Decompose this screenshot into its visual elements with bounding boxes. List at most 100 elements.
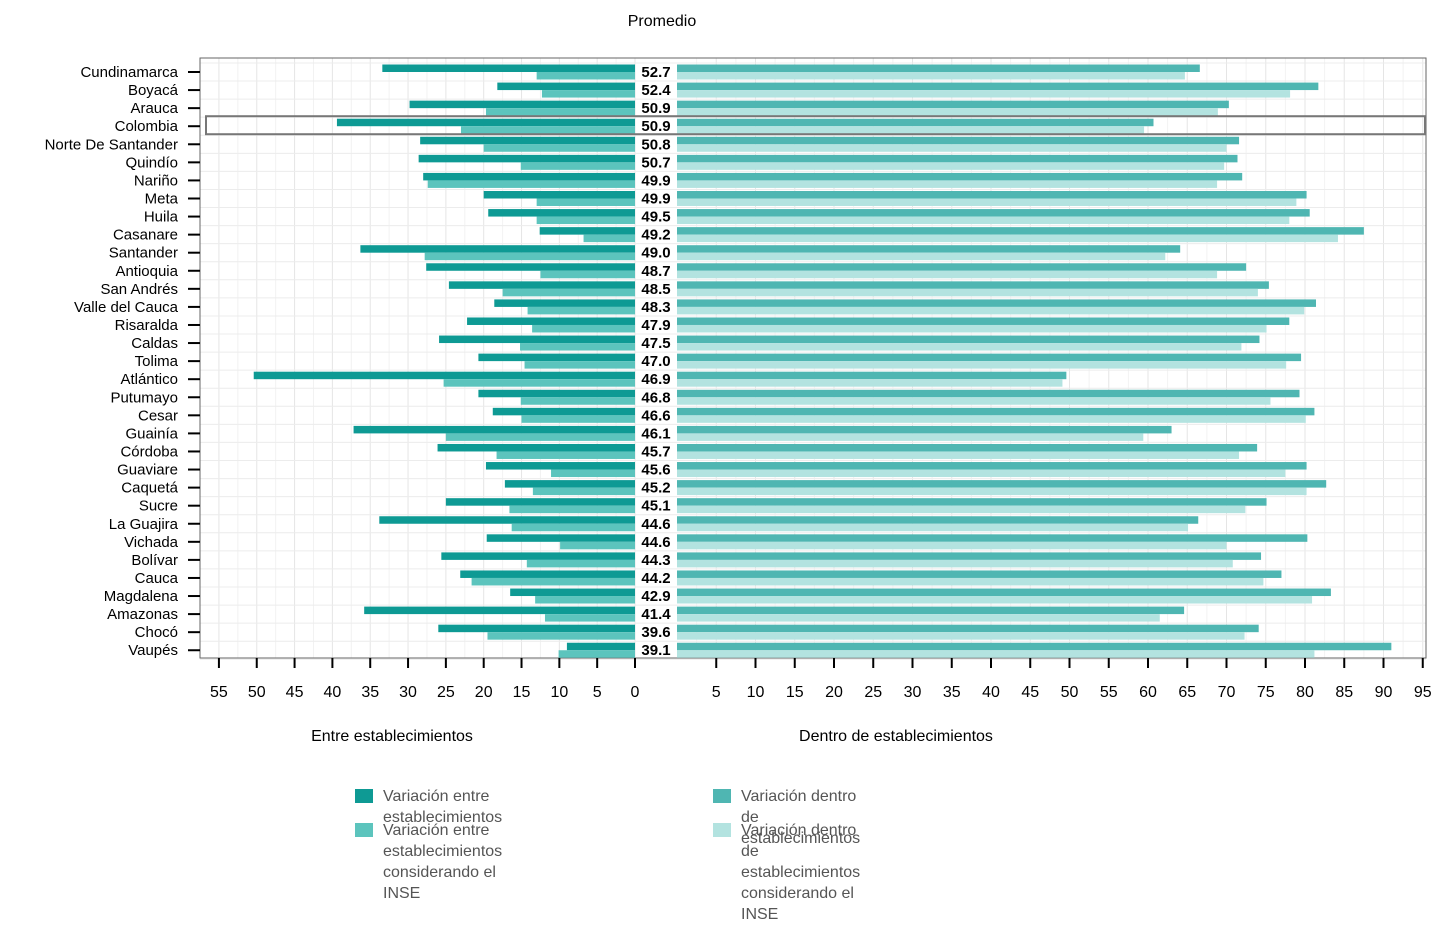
category-label-13: Valle del Cauca xyxy=(74,299,179,316)
bar-dentro-inse-10 xyxy=(677,252,1166,261)
x-tick-label-left-0: 55 xyxy=(210,684,228,701)
bar-dentro-32 xyxy=(677,642,1392,651)
legend-swatch-dentro-inse xyxy=(713,823,731,837)
bar-dentro-inse-8 xyxy=(677,216,1290,225)
average-label-29: 42.9 xyxy=(641,588,670,605)
bar-dentro-inse-1 xyxy=(677,90,1291,98)
average-label-28: 44.2 xyxy=(641,570,670,587)
bar-entre-6 xyxy=(423,172,635,181)
category-label-23: Caquetá xyxy=(121,480,178,497)
bar-dentro-inse-24 xyxy=(677,505,1246,514)
bar-dentro-inse-30 xyxy=(677,614,1160,622)
average-label-2: 50.9 xyxy=(641,100,670,117)
bar-dentro-20 xyxy=(677,425,1172,434)
x-tick-label-right-12: 65 xyxy=(1178,684,1196,701)
bar-dentro-25 xyxy=(677,516,1199,524)
average-label-20: 46.1 xyxy=(641,425,670,442)
bar-dentro-inse-2 xyxy=(677,108,1218,116)
bar-entre-23 xyxy=(504,480,635,488)
legend-label-dentro: Variación dentro de establecimientos xyxy=(741,788,861,847)
average-label-1: 52.4 xyxy=(641,82,671,99)
bar-entre-24 xyxy=(445,498,635,506)
x-tick-label-right-16: 85 xyxy=(1335,684,1353,701)
bar-dentro-22 xyxy=(677,462,1307,470)
bar-entre-inse-29 xyxy=(535,596,635,604)
bar-entre-21 xyxy=(437,443,635,452)
bar-dentro-23 xyxy=(677,480,1327,488)
bar-entre-13 xyxy=(494,299,635,307)
x-tick-label-right-1: 10 xyxy=(747,684,765,701)
average-label-26: 44.6 xyxy=(641,534,670,551)
category-label-25: La Guajira xyxy=(109,516,179,533)
bar-entre-inse-12 xyxy=(502,288,635,297)
bar-entre-19 xyxy=(492,407,635,416)
bar-entre-inse-7 xyxy=(536,198,635,206)
category-label-26: Vichada xyxy=(124,534,179,551)
bar-entre-22 xyxy=(485,462,635,470)
category-label-7: Meta xyxy=(145,190,179,207)
bar-entre-20 xyxy=(353,425,635,434)
x-tick-label-right-15: 80 xyxy=(1296,684,1314,701)
bar-entre-inse-20 xyxy=(445,433,635,441)
chart-canvas: Promedio Cundinamarca 52.7 Boyacá 52.4 Arauc… xyxy=(45,13,1432,745)
bar-entre-inse-25 xyxy=(511,523,635,532)
bar-entre-inse-17 xyxy=(443,379,635,387)
bar-entre-17 xyxy=(253,371,635,380)
category-label-19: Cesar xyxy=(138,407,178,424)
category-label-4: Norte De Santander xyxy=(45,136,178,153)
bar-entre-inse-21 xyxy=(496,451,635,459)
bar-dentro-4 xyxy=(677,136,1240,145)
plot-border xyxy=(199,57,1427,659)
x-tick-label-right-10: 55 xyxy=(1100,684,1118,701)
bar-entre-inse-3 xyxy=(461,126,635,134)
average-label-25: 44.6 xyxy=(641,516,670,533)
average-label-3: 50.9 xyxy=(641,118,670,135)
category-label-31: Chocó xyxy=(135,624,178,641)
x-tick-label-left-7: 20 xyxy=(475,684,493,701)
bar-dentro-12 xyxy=(677,281,1269,289)
category-label-15: Caldas xyxy=(131,335,178,352)
bar-dentro-28 xyxy=(677,570,1282,578)
bar-entre-5 xyxy=(418,154,635,163)
category-label-20: Guainía xyxy=(125,425,178,442)
bar-entre-inse-23 xyxy=(532,487,635,496)
category-label-22: Guaviare xyxy=(117,462,178,479)
bar-entre-inse-15 xyxy=(520,343,635,351)
bar-entre-0 xyxy=(382,64,635,72)
bar-dentro-10 xyxy=(677,245,1181,253)
category-label-9: Casanare xyxy=(113,227,178,244)
bar-dentro-inse-5 xyxy=(677,162,1225,170)
legend-item-dentro: Variación dentro de establecimientos xyxy=(713,786,860,849)
bar-entre-27 xyxy=(441,552,635,560)
x-tick-label-left-8: 15 xyxy=(513,684,531,701)
bar-dentro-11 xyxy=(677,263,1247,271)
bar-entre-inse-31 xyxy=(487,632,635,640)
bar-entre-16 xyxy=(478,353,635,362)
bar-dentro-inse-19 xyxy=(677,415,1306,423)
category-label-32: Vaupés xyxy=(128,642,178,659)
chart-title: Promedio xyxy=(628,13,697,30)
x-tick-label-left-11: 0 xyxy=(631,684,640,701)
category-label-6: Nariño xyxy=(134,172,178,189)
bar-dentro-18 xyxy=(677,389,1300,398)
bar-entre-inse-16 xyxy=(524,361,635,369)
bar-dentro-7 xyxy=(677,190,1307,199)
x-tick-label-right-11: 60 xyxy=(1139,684,1157,701)
average-label-10: 49.0 xyxy=(641,245,670,262)
bar-entre-inse-22 xyxy=(551,469,635,478)
highlight-box xyxy=(205,115,1426,136)
bar-dentro-inse-21 xyxy=(677,451,1240,459)
bar-entre-inse-2 xyxy=(485,108,635,116)
legend-swatch-entre xyxy=(355,789,373,803)
category-label-11: Antioquia xyxy=(115,263,178,280)
bar-entre-inse-18 xyxy=(520,397,635,405)
bar-dentro-0 xyxy=(677,64,1200,72)
average-label-6: 49.9 xyxy=(641,172,670,189)
x-tick-label-right-0: 5 xyxy=(712,684,721,701)
category-label-14: Risaralda xyxy=(115,317,179,334)
category-label-3: Colombia xyxy=(115,118,179,135)
average-label-15: 47.5 xyxy=(641,335,670,352)
bar-entre-inse-30 xyxy=(544,614,635,622)
average-label-4: 50.8 xyxy=(641,136,670,153)
x-tick-label-right-4: 25 xyxy=(864,684,882,701)
